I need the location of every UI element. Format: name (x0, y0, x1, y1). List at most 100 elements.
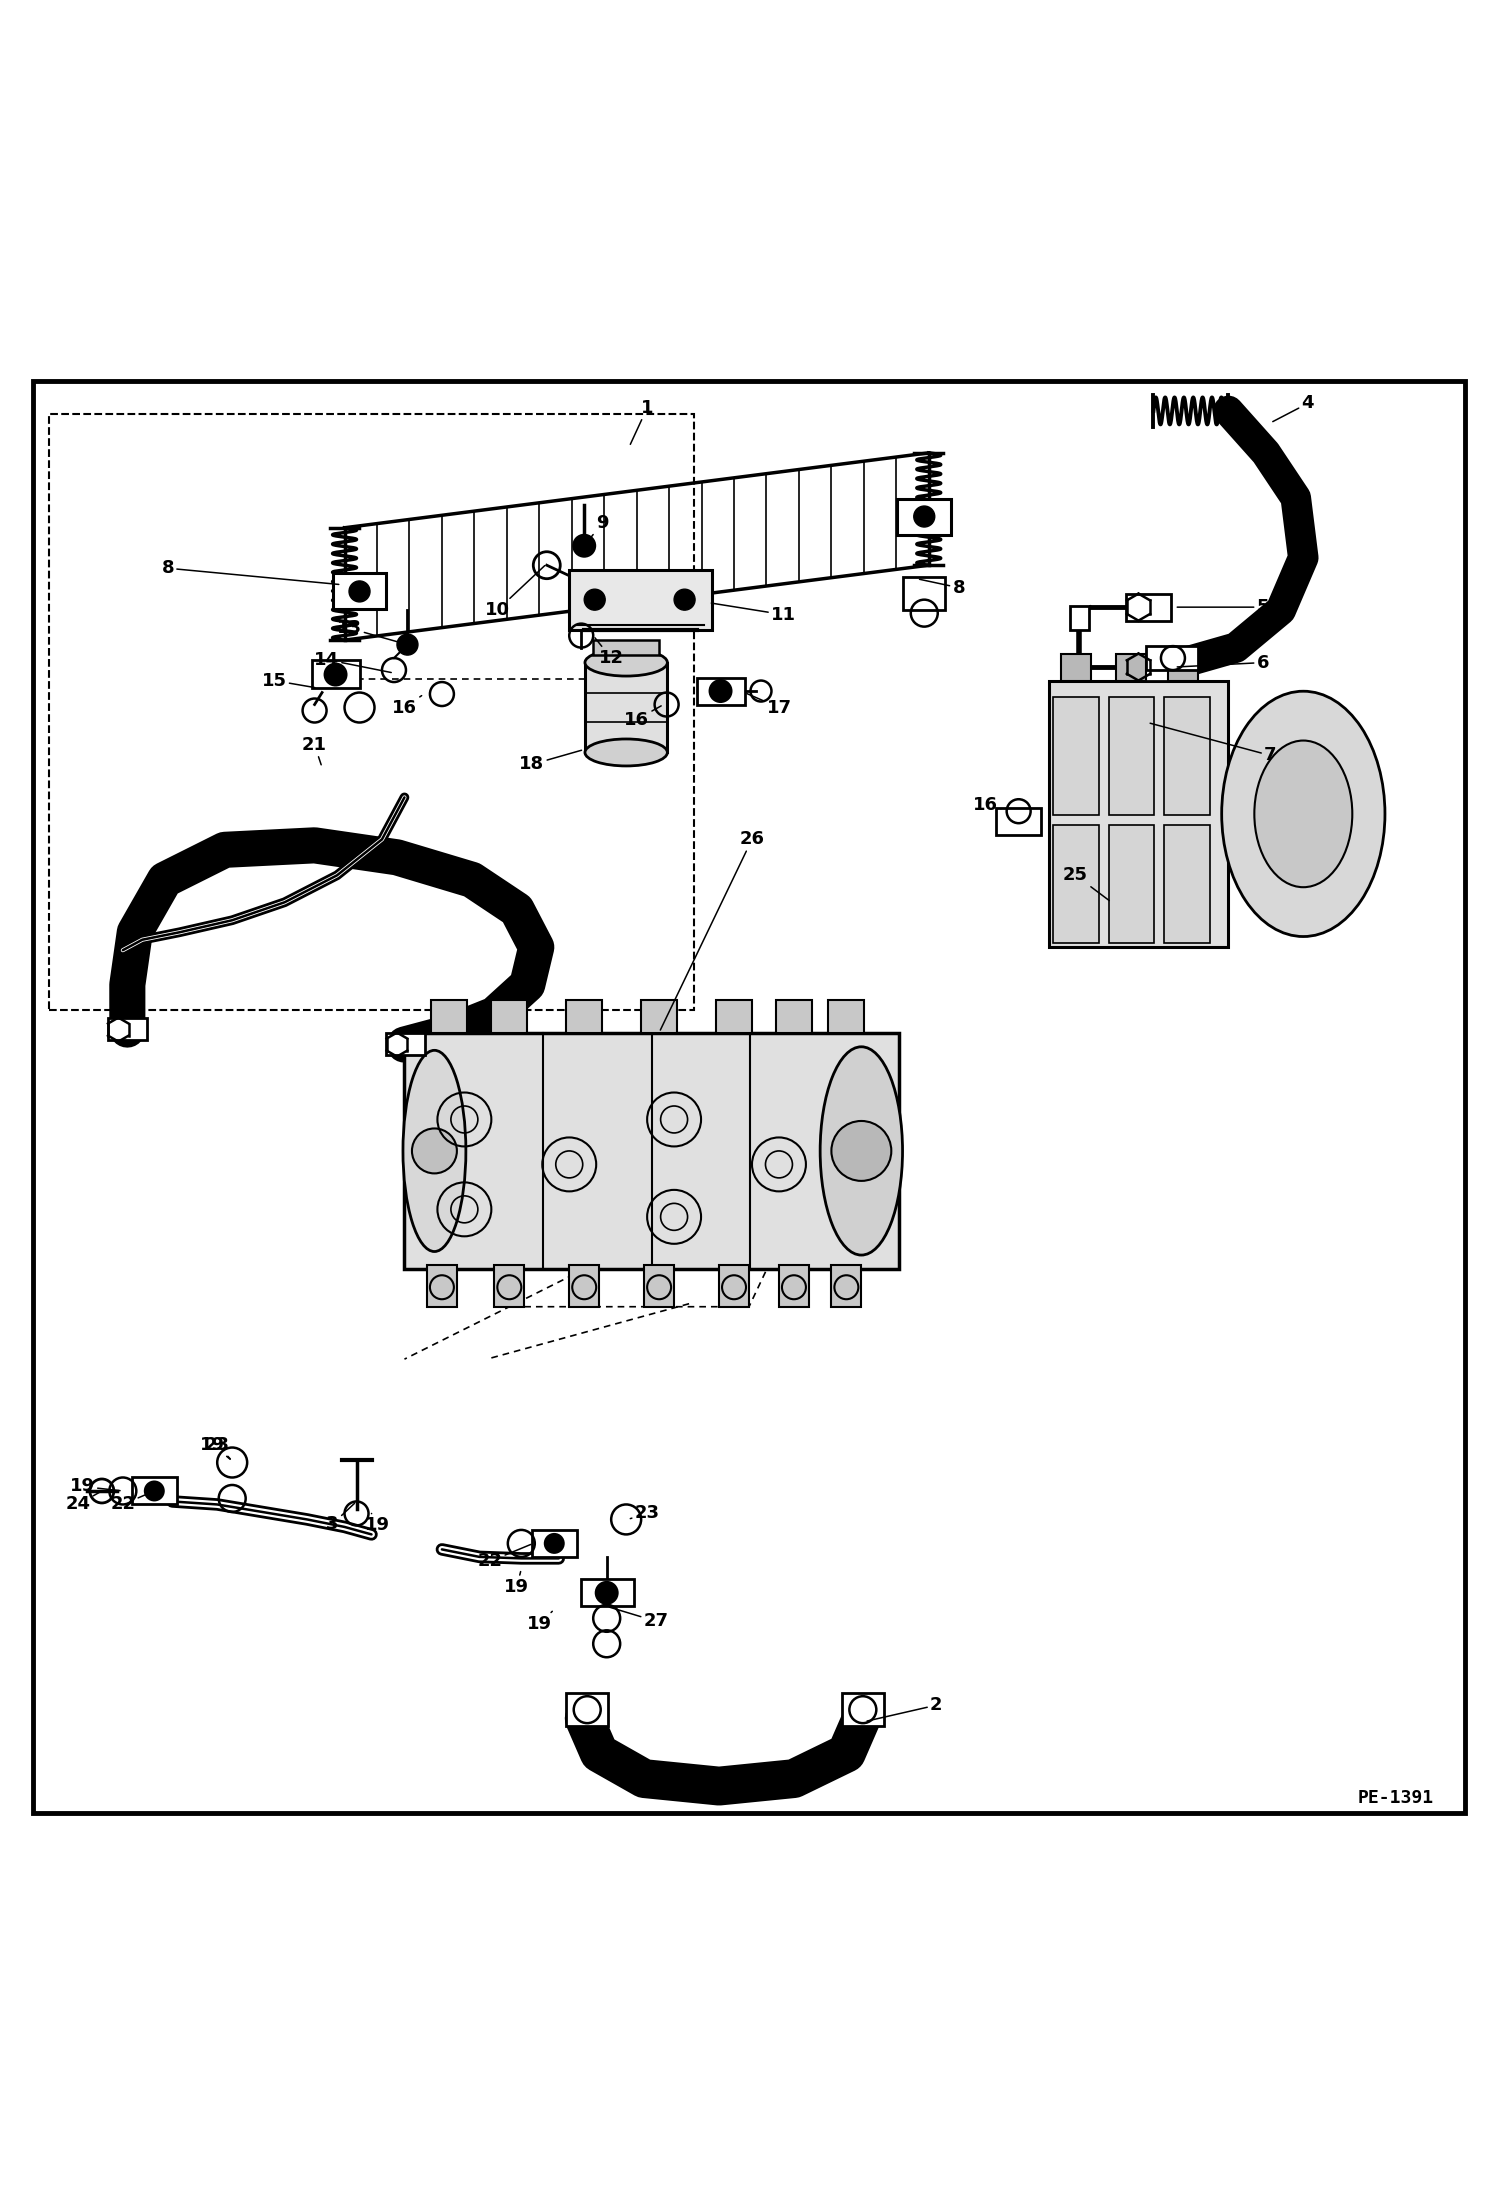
Bar (779, 1264, 809, 1308)
Text: 23: 23 (205, 1435, 231, 1459)
Bar (1132, 706, 1152, 731)
Circle shape (397, 634, 418, 656)
Bar (842, 1694, 884, 1727)
Bar (566, 1000, 602, 1033)
Text: 16: 16 (974, 796, 1001, 814)
Circle shape (572, 533, 596, 557)
Text: 16: 16 (625, 706, 661, 728)
Bar (404, 1033, 899, 1270)
Text: 12: 12 (595, 638, 623, 667)
Text: 22: 22 (111, 1492, 151, 1514)
Bar (996, 807, 1041, 836)
Text: 2: 2 (867, 1696, 942, 1720)
Circle shape (674, 590, 695, 610)
Text: 5: 5 (1177, 599, 1269, 617)
Bar (641, 1000, 677, 1033)
Text: 25: 25 (1064, 867, 1110, 900)
Text: 11: 11 (712, 603, 795, 623)
Bar (593, 641, 659, 656)
Bar (719, 1264, 749, 1308)
Text: 18: 18 (520, 750, 581, 774)
Bar (1109, 825, 1155, 943)
Bar (1116, 654, 1146, 680)
Bar (1164, 825, 1210, 943)
Bar (386, 1033, 425, 1055)
Bar (569, 570, 712, 630)
Text: PE-1391: PE-1391 (1359, 1788, 1434, 1808)
Bar (584, 663, 667, 753)
Bar (1053, 698, 1100, 814)
Text: 19: 19 (505, 1571, 529, 1595)
Bar (312, 660, 360, 689)
Bar (1061, 654, 1091, 680)
Bar (828, 1000, 864, 1033)
Bar (697, 678, 745, 704)
Text: 13: 13 (337, 619, 404, 643)
Bar (1126, 595, 1171, 621)
Text: 1: 1 (631, 399, 653, 445)
Circle shape (144, 1481, 165, 1501)
Text: 24: 24 (66, 1492, 99, 1514)
Ellipse shape (584, 739, 668, 766)
Text: 19: 19 (527, 1610, 553, 1632)
Bar (897, 498, 951, 535)
Circle shape (349, 581, 370, 601)
Bar (108, 1018, 147, 1040)
Circle shape (914, 507, 935, 527)
Bar (1126, 654, 1171, 680)
Text: 8: 8 (920, 579, 965, 597)
Text: 19: 19 (366, 1514, 389, 1534)
Text: 15: 15 (262, 671, 315, 689)
Text: 16: 16 (392, 695, 421, 717)
Bar (1109, 698, 1155, 814)
Bar (431, 1000, 467, 1033)
Text: 21: 21 (303, 735, 327, 766)
Ellipse shape (1254, 742, 1353, 886)
Text: 10: 10 (485, 566, 545, 619)
Text: 3: 3 (327, 1503, 355, 1534)
Bar (581, 1580, 634, 1606)
Text: 7: 7 (1150, 724, 1276, 764)
Text: 9: 9 (586, 513, 608, 544)
Ellipse shape (584, 649, 668, 676)
Bar (566, 1694, 608, 1727)
Bar (1053, 825, 1100, 943)
Text: 6: 6 (1177, 654, 1269, 671)
Bar (333, 573, 386, 610)
Bar (644, 1264, 674, 1308)
Ellipse shape (821, 1047, 903, 1255)
Bar (1164, 698, 1210, 814)
Bar (1070, 606, 1089, 630)
Bar (532, 1529, 577, 1558)
Bar (132, 1477, 177, 1505)
Text: 26: 26 (661, 829, 764, 1029)
Bar (494, 1264, 524, 1308)
Ellipse shape (403, 1051, 466, 1251)
Ellipse shape (1222, 691, 1386, 937)
Bar (49, 415, 694, 1009)
Bar (903, 577, 945, 610)
Bar (1146, 645, 1198, 669)
Text: 8: 8 (162, 559, 339, 584)
Circle shape (831, 1121, 891, 1180)
Circle shape (324, 663, 348, 687)
Circle shape (595, 1582, 619, 1604)
Circle shape (412, 1128, 457, 1174)
Circle shape (584, 590, 605, 610)
Text: 27: 27 (610, 1608, 668, 1630)
Text: 4: 4 (1273, 395, 1314, 421)
Text: 19: 19 (70, 1477, 120, 1496)
Bar (491, 1000, 527, 1033)
Bar (427, 1264, 457, 1308)
Text: 20: 20 (112, 961, 136, 979)
Circle shape (709, 680, 733, 702)
Text: 14: 14 (315, 652, 391, 674)
Bar (831, 1264, 861, 1308)
Bar (716, 1000, 752, 1033)
Bar (776, 1000, 812, 1033)
Bar (569, 1264, 599, 1308)
Text: 22: 22 (478, 1545, 530, 1571)
Bar (1168, 654, 1198, 680)
Circle shape (544, 1534, 565, 1553)
Text: 17: 17 (748, 693, 791, 717)
